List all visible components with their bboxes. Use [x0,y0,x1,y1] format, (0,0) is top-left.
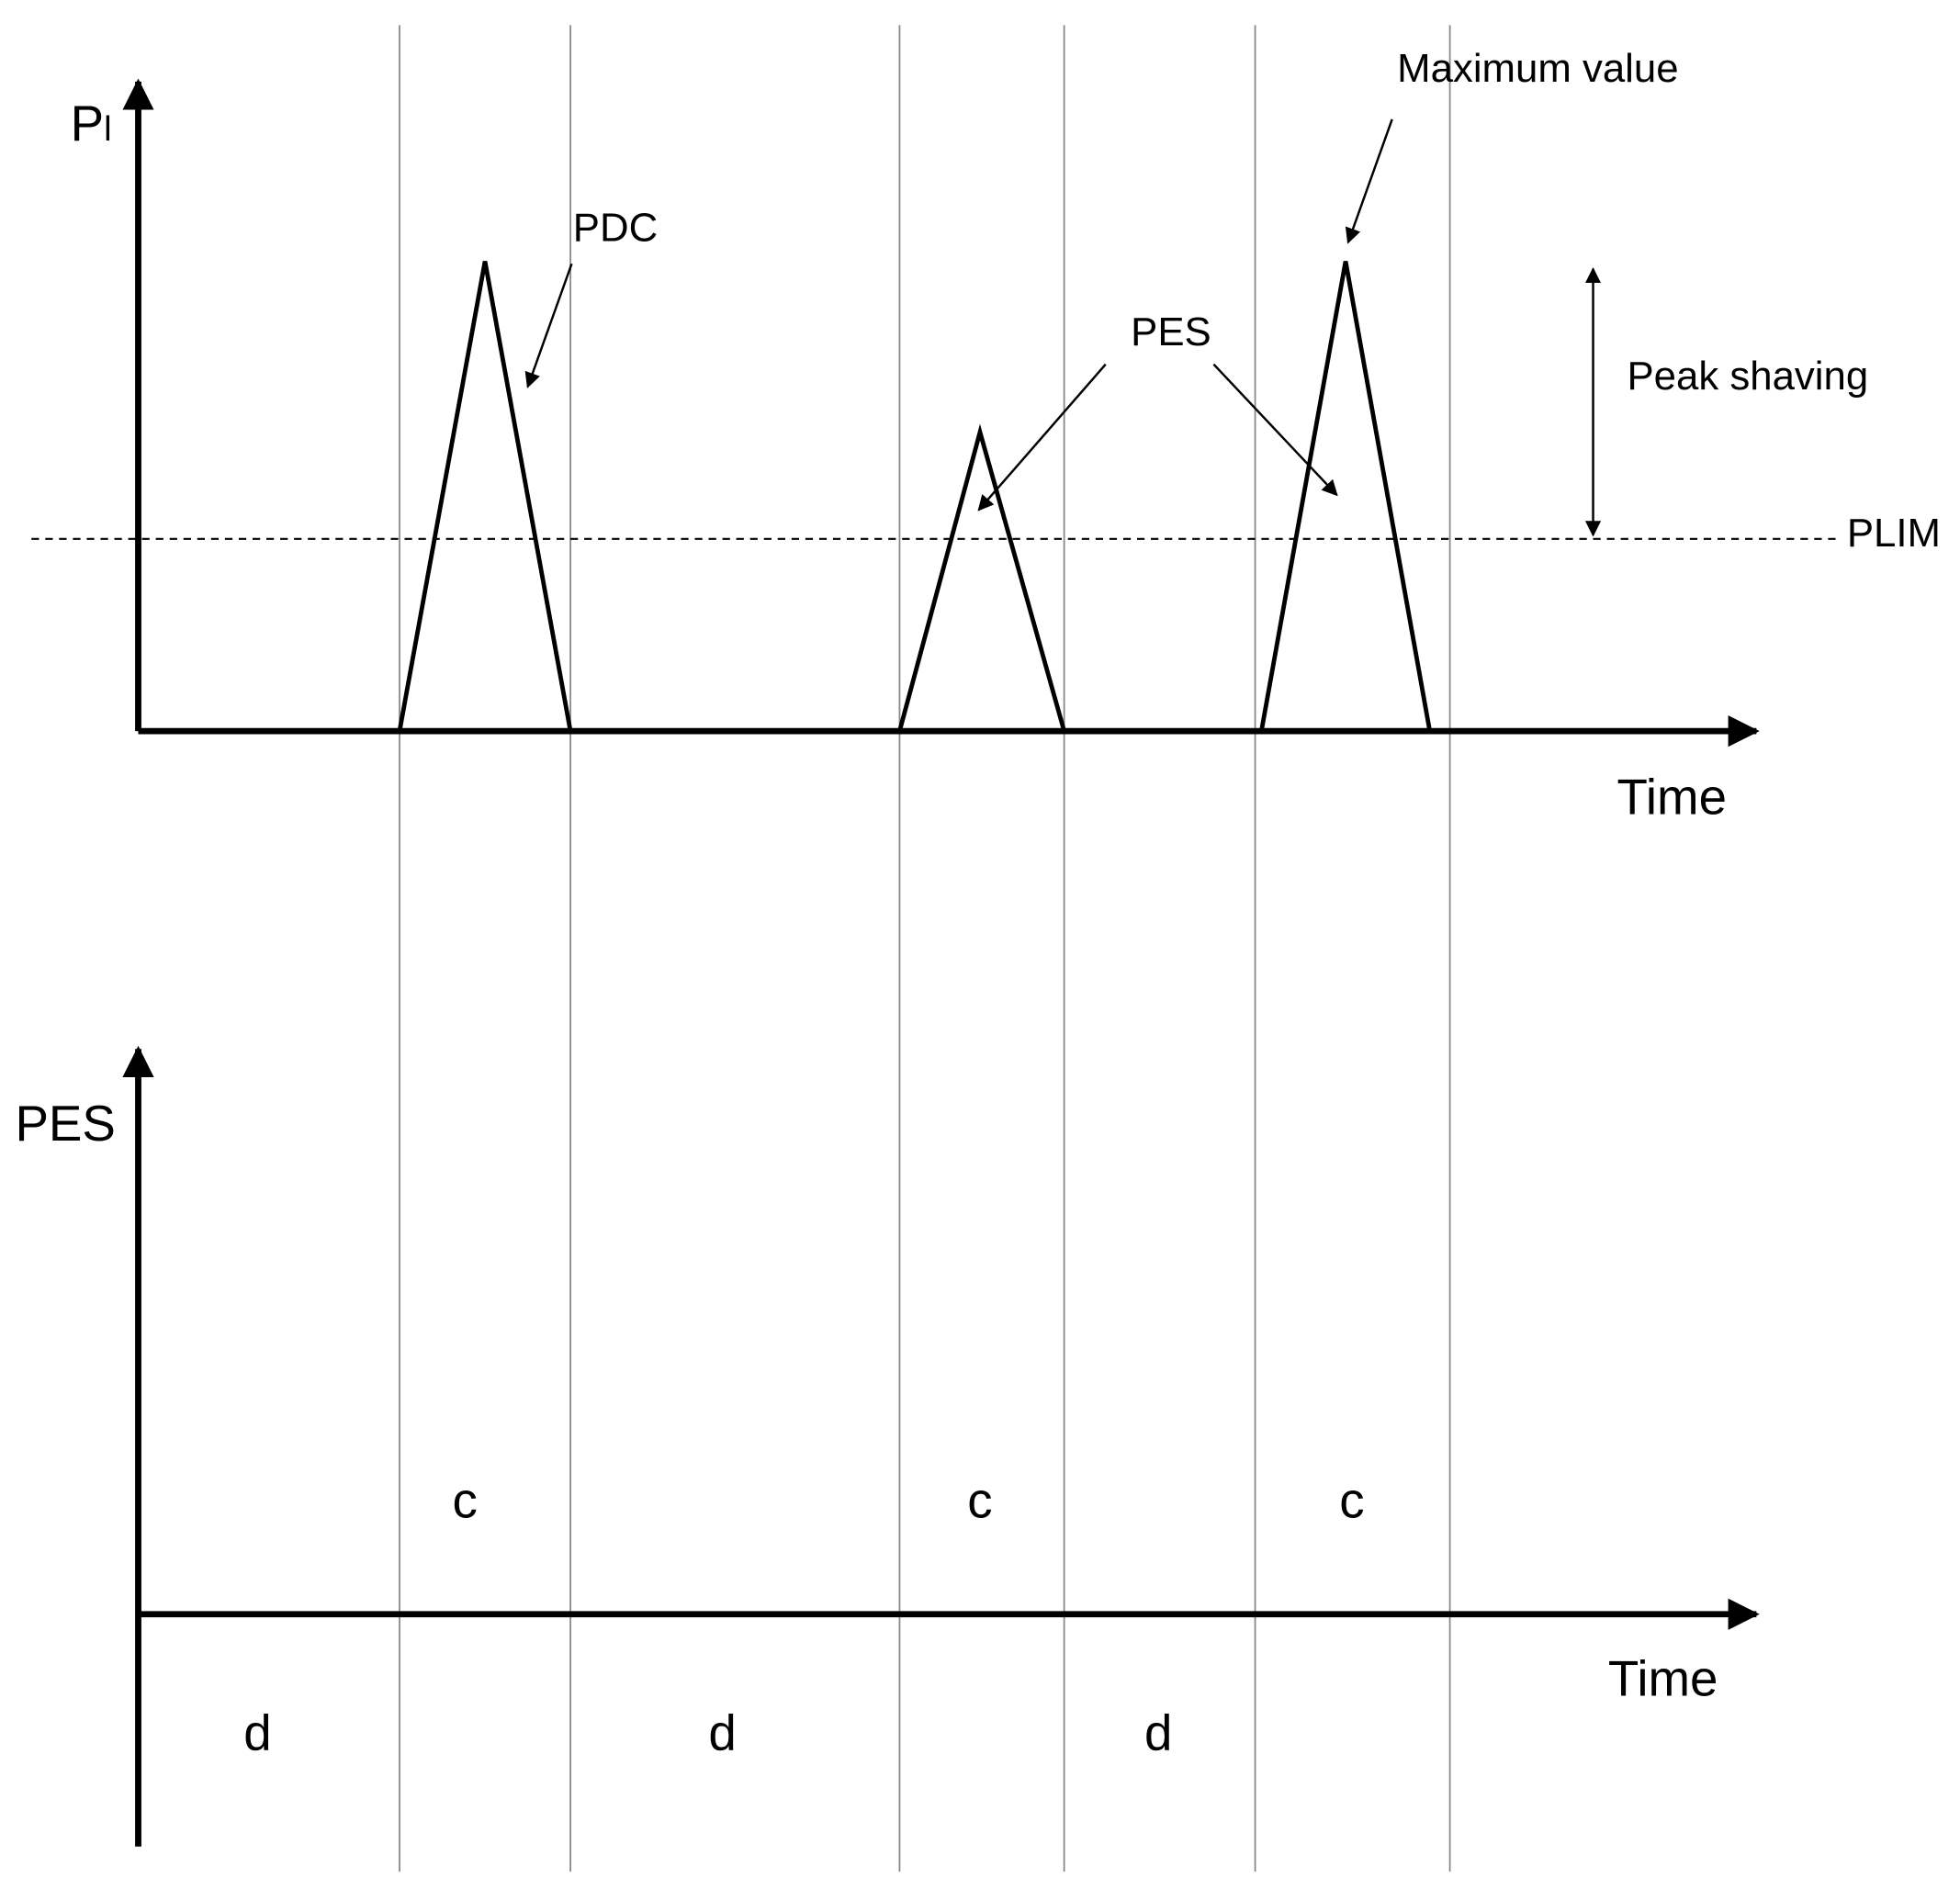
pointer-arrow [1212,363,1338,497]
discharge-label: d [708,1704,736,1760]
peak-shaving-label: Peak shaving [1627,354,1868,399]
x-axis-label: Time [1617,768,1728,825]
y-axis-label: PES [15,1095,115,1152]
x-axis-label: Time [1608,1650,1718,1707]
charge-label: c [1339,1471,1364,1528]
plim-label: PLIM [1847,511,1941,556]
charge-label: c [452,1471,477,1528]
peak [897,423,1066,732]
pointer-arrow [1345,118,1393,244]
y-axis-label: Pl [71,95,112,152]
charge-label: c [967,1471,992,1528]
y-label-sub: l [104,109,112,149]
pdc-label: PDC [573,206,658,251]
peak [397,261,573,732]
pes-label: PES [1131,309,1211,354]
pointer-arrow [977,363,1107,512]
maximum-label: Maximum value [1397,46,1678,91]
phase-dividers [399,25,1451,1872]
pointer-arrow [524,263,573,388]
peak [1259,261,1433,732]
discharge-label: d [1144,1704,1172,1760]
discharge-label: d [243,1704,271,1760]
y-label-main: P [71,95,104,152]
